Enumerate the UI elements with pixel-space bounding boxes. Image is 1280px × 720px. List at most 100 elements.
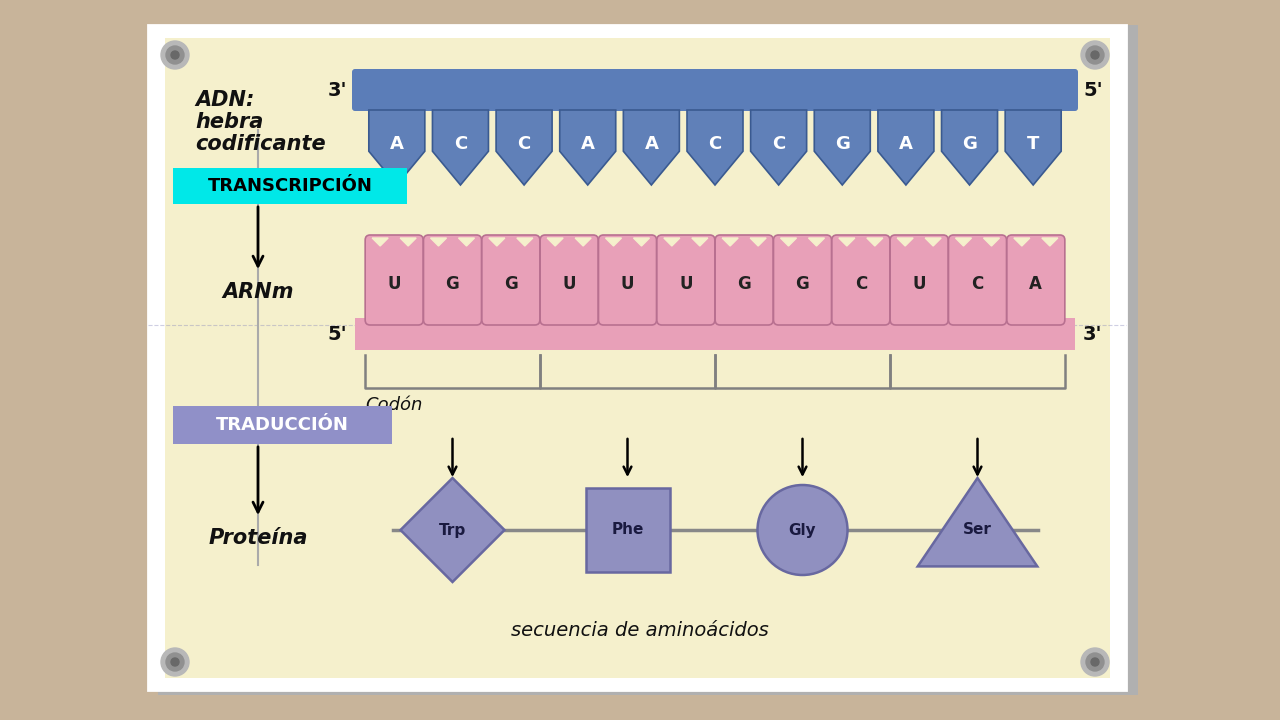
Text: codificante: codificante [195, 134, 325, 154]
Text: ADN:: ADN: [195, 90, 255, 110]
FancyBboxPatch shape [148, 25, 1126, 690]
Text: G: G [963, 135, 977, 153]
Text: secuencia de aminoácidos: secuencia de aminoácidos [511, 621, 769, 639]
Polygon shape [1042, 238, 1057, 246]
FancyBboxPatch shape [355, 318, 1075, 350]
Text: A: A [644, 135, 658, 153]
Text: C: C [708, 135, 722, 153]
Polygon shape [664, 238, 680, 246]
Polygon shape [1014, 238, 1030, 246]
FancyBboxPatch shape [424, 235, 481, 325]
Circle shape [161, 648, 189, 676]
Text: hebra: hebra [195, 112, 264, 132]
FancyBboxPatch shape [173, 406, 392, 444]
Polygon shape [878, 110, 934, 185]
Text: Gly: Gly [788, 523, 817, 538]
Circle shape [1091, 51, 1100, 59]
Text: U: U [562, 275, 576, 293]
Text: Proteína: Proteína [209, 528, 307, 548]
Text: TRANSCRIPCIÓN: TRANSCRIPCIÓN [207, 177, 372, 195]
Polygon shape [1005, 110, 1061, 185]
Text: C: C [517, 135, 531, 153]
Polygon shape [691, 238, 708, 246]
Polygon shape [750, 110, 806, 185]
Text: TRADUCCIÓN: TRADUCCIÓN [216, 416, 349, 434]
FancyBboxPatch shape [716, 235, 773, 325]
Text: ARNm: ARNm [223, 282, 293, 302]
Polygon shape [983, 238, 1000, 246]
Text: Phe: Phe [612, 523, 644, 538]
Text: A: A [899, 135, 913, 153]
Circle shape [172, 658, 179, 666]
Text: C: C [855, 275, 867, 293]
Text: U: U [913, 275, 925, 293]
Circle shape [166, 46, 184, 64]
Text: U: U [680, 275, 692, 293]
FancyBboxPatch shape [657, 235, 714, 325]
Circle shape [758, 485, 847, 575]
Polygon shape [918, 478, 1037, 567]
Text: G: G [504, 275, 517, 293]
Circle shape [166, 653, 184, 671]
FancyBboxPatch shape [540, 235, 598, 325]
Polygon shape [781, 238, 796, 246]
Polygon shape [401, 238, 416, 246]
Text: A: A [390, 135, 403, 153]
FancyBboxPatch shape [773, 235, 832, 325]
Text: 5': 5' [328, 325, 347, 343]
Polygon shape [814, 110, 870, 185]
Polygon shape [838, 238, 855, 246]
FancyBboxPatch shape [352, 69, 1078, 111]
FancyBboxPatch shape [599, 235, 657, 325]
Polygon shape [458, 238, 475, 246]
Text: G: G [796, 275, 809, 293]
Polygon shape [575, 238, 591, 246]
Text: A: A [581, 135, 595, 153]
Circle shape [1091, 658, 1100, 666]
Text: Codón: Codón [365, 396, 422, 414]
Text: G: G [445, 275, 460, 293]
Polygon shape [433, 110, 489, 185]
Circle shape [161, 41, 189, 69]
Circle shape [1082, 648, 1108, 676]
Text: C: C [772, 135, 785, 153]
Text: G: G [737, 275, 751, 293]
FancyBboxPatch shape [365, 235, 424, 325]
Text: 3': 3' [328, 81, 347, 99]
FancyBboxPatch shape [165, 38, 1110, 678]
Polygon shape [722, 238, 739, 246]
Polygon shape [942, 110, 997, 185]
Polygon shape [430, 238, 447, 246]
Circle shape [1082, 41, 1108, 69]
FancyBboxPatch shape [173, 168, 407, 204]
Polygon shape [750, 238, 767, 246]
Text: Ser: Ser [963, 523, 992, 538]
Circle shape [1085, 653, 1103, 671]
FancyBboxPatch shape [948, 235, 1006, 325]
Polygon shape [809, 238, 824, 246]
FancyBboxPatch shape [890, 235, 948, 325]
Text: 5': 5' [1083, 81, 1102, 99]
Circle shape [1085, 46, 1103, 64]
FancyBboxPatch shape [481, 235, 540, 325]
Text: G: G [835, 135, 850, 153]
Polygon shape [559, 110, 616, 185]
Text: U: U [621, 275, 635, 293]
FancyBboxPatch shape [585, 488, 669, 572]
Polygon shape [623, 110, 680, 185]
Polygon shape [605, 238, 622, 246]
Text: C: C [972, 275, 983, 293]
Text: C: C [454, 135, 467, 153]
Polygon shape [897, 238, 913, 246]
Polygon shape [634, 238, 649, 246]
Text: 3': 3' [1083, 325, 1102, 343]
Text: U: U [388, 275, 401, 293]
Text: T: T [1027, 135, 1039, 153]
Circle shape [172, 51, 179, 59]
Polygon shape [867, 238, 883, 246]
Text: A: A [1029, 275, 1042, 293]
Polygon shape [517, 238, 532, 246]
FancyBboxPatch shape [157, 25, 1138, 695]
Polygon shape [687, 110, 742, 185]
Polygon shape [955, 238, 972, 246]
